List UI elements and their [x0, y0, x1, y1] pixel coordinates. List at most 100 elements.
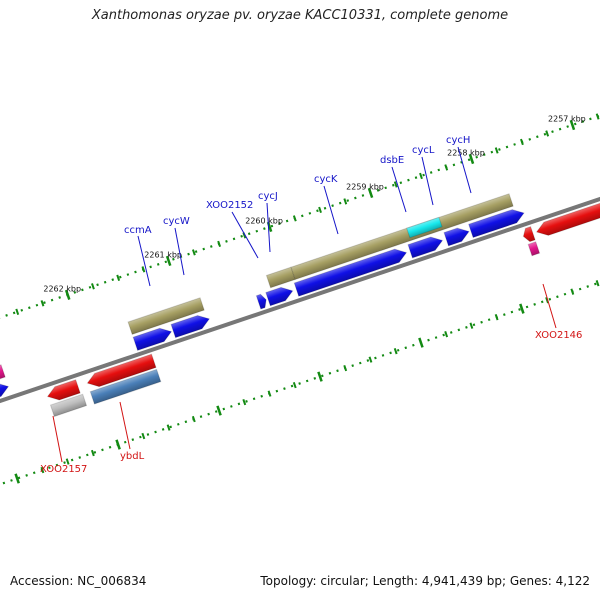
operon-band-ccma-cycw[interactable] [127, 297, 205, 335]
gene-offscreen-left-fwd[interactable] [0, 380, 11, 403]
kbp-minor-tick [368, 356, 373, 363]
leader-line-cycj [266, 202, 271, 253]
leader-line-cycl [421, 156, 434, 206]
gene-steel-feature[interactable] [89, 368, 162, 405]
leader-line-ybdl [119, 401, 131, 450]
kbp-minor-tick [90, 449, 95, 457]
genome-summary-text: Topology: circular; Length: 4,941,439 bp… [260, 574, 590, 588]
gene-ccma[interactable] [132, 325, 173, 352]
kbp-minor-tick [494, 147, 499, 154]
kbp-minor-tick [444, 164, 449, 171]
gene-label-cycl[interactable]: cycL [412, 145, 435, 156]
kbp-major-tick [317, 371, 323, 382]
leader-line-xoo2146 [542, 283, 557, 329]
kbp-tick-label: 2260 kbp [245, 216, 283, 225]
kbp-minor-tick [419, 172, 423, 180]
kbp-minor-tick [520, 138, 524, 146]
kbp-minor-tick [318, 206, 322, 214]
kbp-minor-tick [444, 331, 449, 338]
kbp-major-tick [519, 303, 525, 314]
accession-text: Accession: NC_006834 [10, 574, 147, 588]
kbp-minor-tick [191, 415, 196, 423]
gene-offscreen-right-rev[interactable] [534, 195, 600, 239]
gene-label-dsbe[interactable]: dsbE [380, 155, 404, 166]
map-title: Xanthomonas oryzae pv. oryzae KACC10331,… [91, 8, 509, 23]
kbp-major-tick [569, 119, 576, 131]
leader-line-cycw [174, 227, 185, 276]
kbp-major-tick [468, 153, 475, 165]
kbp-major-tick [367, 187, 374, 199]
kbp-minor-tick [343, 198, 348, 205]
kbp-minor-tick [343, 364, 348, 372]
kbp-minor-tick [393, 181, 398, 188]
kbp-minor-tick [91, 283, 95, 290]
kbp-tick-label: 2257 kbp [548, 115, 586, 124]
gene-label-xoo2152[interactable]: XOO2152 [206, 200, 253, 211]
kbp-track-upper [0, 102, 600, 348]
gene-ybdl[interactable] [85, 353, 157, 390]
kbp-tick-label: 2259 kbp [346, 183, 384, 192]
kbp-tick-label: 2258 kbp [447, 149, 485, 158]
kbp-minor-tick [292, 215, 297, 222]
kbp-minor-tick [141, 266, 146, 273]
kbp-minor-tick [545, 130, 550, 137]
leader-line-cych [457, 146, 472, 194]
gene-label-cyck[interactable]: cycK [314, 174, 338, 185]
leader-line-ccma [137, 235, 151, 287]
leader-line-xoo2157 [52, 415, 63, 463]
kbp-minor-tick [469, 322, 474, 329]
gene-cyan-feature[interactable] [406, 216, 443, 239]
gene-cyck[interactable] [293, 246, 408, 297]
kbp-major-tick [216, 405, 222, 416]
gene-label-cycw[interactable]: cycW [163, 216, 190, 227]
gene-offscreen-left-pink[interactable] [0, 364, 6, 386]
kbp-tick-label: 2261 kbp [144, 250, 182, 259]
leader-line-xoo2152 [231, 211, 259, 259]
gene-cycj[interactable] [265, 284, 295, 307]
kbp-minor-tick [191, 249, 196, 256]
gene-label-xoo2146[interactable]: XOO2146 [535, 330, 582, 341]
kbp-major-tick [418, 337, 424, 348]
kbp-minor-tick [595, 113, 600, 120]
kbp-minor-tick [141, 432, 146, 440]
kbp-minor-tick [242, 398, 247, 406]
gene-pink-feature[interactable] [527, 241, 541, 257]
gene-grey-feature[interactable] [49, 393, 88, 418]
gene-label-cych[interactable]: cycH [446, 135, 470, 146]
kbp-minor-tick [292, 381, 297, 389]
kbp-minor-tick [570, 288, 575, 295]
gene-cycl[interactable] [443, 225, 471, 247]
gene-cych[interactable] [468, 206, 527, 239]
kbp-major-tick [115, 439, 121, 450]
gene-cycw[interactable] [170, 312, 211, 339]
gene-xoo2152[interactable] [255, 293, 268, 310]
gene-label-xoo2157[interactable]: XOO2157 [40, 464, 87, 475]
leader-line-cyck [323, 185, 339, 235]
kbp-minor-tick [166, 424, 171, 431]
kbp-minor-tick [595, 280, 600, 287]
gene-label-cycj[interactable]: cycJ [258, 191, 278, 202]
operon-band-cycj[interactable] [265, 266, 296, 289]
gene-label-ybdl[interactable]: ybdL [120, 451, 145, 462]
kbp-major-tick [64, 289, 71, 300]
kbp-minor-tick [393, 347, 398, 355]
kbp-minor-tick [545, 297, 549, 304]
kbp-minor-tick [65, 458, 70, 465]
kbp-minor-tick [217, 240, 222, 248]
kbp-major-tick [14, 473, 20, 484]
kbp-minor-tick [40, 300, 45, 307]
kbp-minor-tick [15, 308, 20, 315]
kbp-major-tick [165, 255, 172, 266]
gene-xoo2146[interactable] [521, 225, 536, 243]
gene-dsbe[interactable] [407, 234, 445, 259]
gene-xoo2157[interactable] [45, 379, 81, 403]
leader-line-dsbe [391, 166, 407, 213]
gene-label-ccma[interactable]: ccmA [124, 225, 152, 236]
kbp-minor-tick [267, 390, 272, 397]
kbp-tick-label: 2262 kbp [43, 284, 81, 293]
genome-backbone [0, 176, 600, 424]
kbp-minor-tick [40, 466, 45, 474]
kbp-minor-tick [494, 314, 499, 321]
